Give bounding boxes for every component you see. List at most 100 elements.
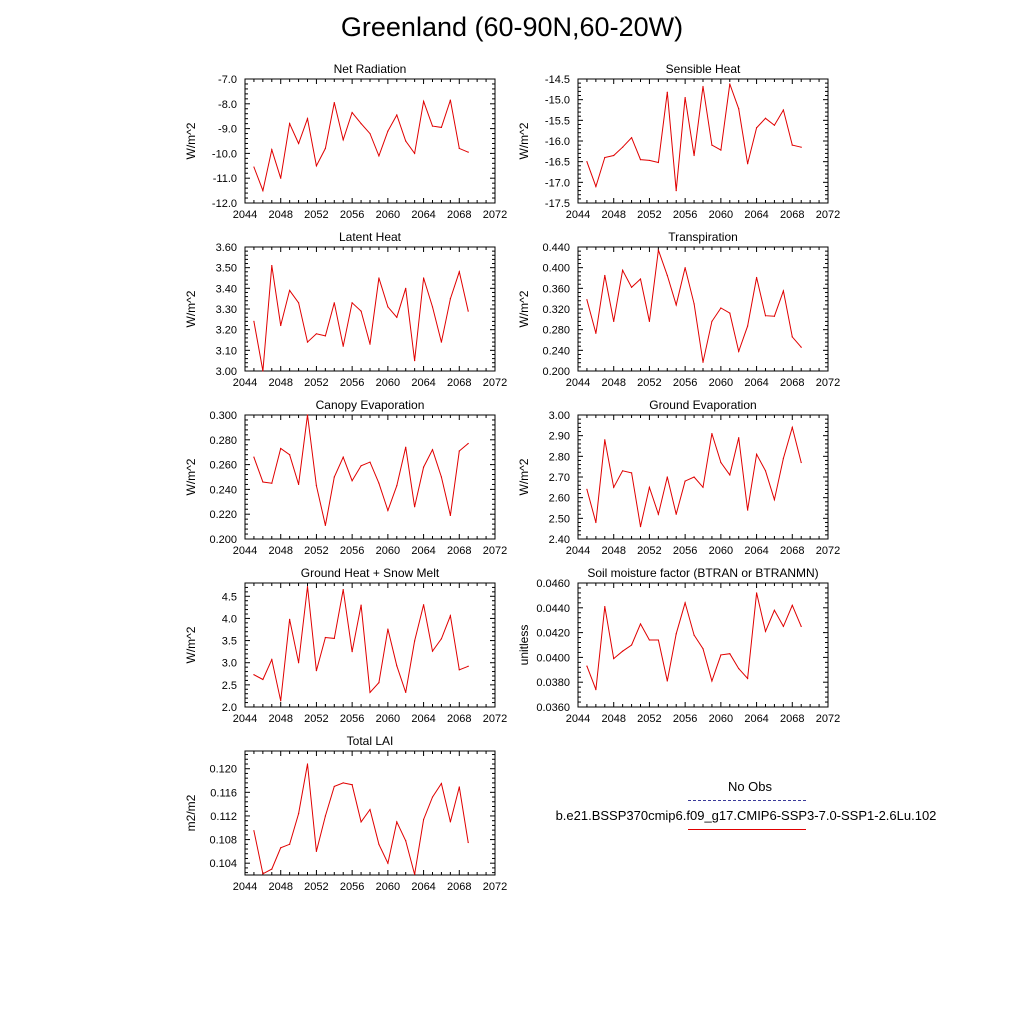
data-point (604, 274, 606, 277)
data-point (747, 677, 749, 680)
data-point (458, 450, 460, 452)
y-tick-label: 0.0360 (536, 702, 570, 714)
series-line (253, 265, 469, 372)
data-point (280, 447, 282, 450)
x-tick-label: 2052 (304, 713, 328, 725)
data-point (684, 602, 686, 604)
data-point (297, 302, 300, 304)
y-axis-label: W/m^2 (184, 122, 198, 159)
data-point (396, 821, 398, 823)
x-tick-label: 2060 (709, 377, 733, 389)
x-tick-label: 2044 (233, 545, 257, 557)
data-point (422, 277, 425, 279)
series-line (586, 592, 802, 690)
chart-panel-4: Transpiration W/m^2 2044 2048 2052 2056 2060 20… (517, 230, 840, 389)
data-point (422, 466, 425, 468)
data-point (289, 123, 291, 125)
data-point (342, 589, 344, 591)
y-axis-label: W/m^2 (184, 290, 198, 327)
data-point (586, 665, 588, 667)
series-line (586, 83, 802, 191)
y-tick-label: 3.40 (216, 283, 237, 295)
data-point (738, 350, 740, 352)
y-axis-label: W/m^2 (517, 122, 531, 159)
data-point (262, 873, 264, 875)
data-point (657, 639, 659, 641)
x-tick-label: 2052 (637, 713, 661, 725)
data-point (458, 786, 460, 788)
y-tick-label: 0.104 (209, 858, 237, 870)
data-point (693, 476, 695, 478)
plot-frame (577, 582, 829, 708)
y-tick-label: 2.50 (549, 513, 570, 525)
y-tick-label: 0.280 (542, 325, 570, 337)
y-tick-label: -17.0 (545, 177, 570, 189)
data-point (458, 271, 460, 273)
x-tick-label: 2060 (709, 209, 733, 221)
data-point (467, 310, 469, 312)
x-tick-label: 2048 (601, 209, 625, 221)
x-tick-label: 2056 (340, 545, 364, 557)
x-tick-label: 2056 (340, 713, 364, 725)
x-tick-label: 2064 (411, 209, 435, 221)
data-point (782, 290, 784, 292)
x-tick-label: 2064 (411, 713, 435, 725)
data-point (747, 509, 749, 511)
data-point (414, 360, 416, 362)
data-point (351, 784, 353, 786)
plot-frame (244, 414, 496, 540)
data-point (666, 274, 668, 277)
legend-obs-label: No Obs (727, 779, 773, 794)
y-tick-label: 0.112 (210, 811, 237, 823)
data-point (586, 488, 588, 490)
x-tick-label: 2068 (780, 377, 804, 389)
data-point (369, 132, 371, 135)
y-tick-label: 0.360 (542, 283, 570, 295)
data-point (360, 465, 362, 467)
x-tick-label: 2072 (483, 545, 507, 557)
data-point (351, 480, 353, 482)
x-tick-label: 2060 (709, 545, 733, 557)
data-point (387, 130, 389, 132)
y-tick-label: 0.0380 (536, 677, 570, 689)
data-point (711, 680, 713, 682)
y-tick-label: 3.00 (549, 410, 570, 422)
x-tick-label: 2048 (268, 209, 292, 221)
data-point (613, 658, 615, 660)
data-point (648, 159, 651, 162)
data-point (657, 513, 659, 515)
data-point (271, 265, 273, 267)
data-point (604, 439, 606, 441)
y-tick-label: 2.0 (222, 702, 237, 714)
data-point (747, 325, 749, 327)
data-point (396, 316, 398, 318)
y-tick-label: 0.240 (542, 345, 570, 357)
data-point (693, 154, 695, 157)
data-point (414, 152, 416, 154)
x-tick-label: 2044 (566, 209, 590, 221)
data-point (729, 653, 731, 655)
data-point (342, 456, 344, 458)
x-tick-label: 2056 (673, 377, 697, 389)
x-tick-label: 2072 (816, 209, 840, 221)
data-point (720, 149, 722, 151)
y-tick-label: -15.0 (545, 95, 570, 107)
data-point (720, 307, 722, 309)
y-tick-label: -17.5 (545, 198, 570, 210)
x-tick-label: 2068 (447, 545, 471, 557)
data-point (271, 482, 273, 484)
data-point (675, 633, 677, 635)
data-point (253, 166, 255, 168)
y-tick-label: 2.60 (549, 493, 570, 505)
data-point (369, 461, 371, 463)
data-point (262, 370, 264, 372)
y-tick-label: 2.80 (549, 451, 570, 463)
data-point (738, 667, 740, 670)
y-tick-label: 0.320 (542, 304, 570, 316)
series-line (253, 99, 469, 193)
x-tick-label: 2056 (673, 209, 697, 221)
data-point (755, 453, 758, 455)
data-point (675, 304, 677, 306)
chart-panel-5: Canopy Evaporation W/m^2 2044 2048 2052 2056 2… (184, 398, 507, 557)
data-point (666, 680, 668, 682)
